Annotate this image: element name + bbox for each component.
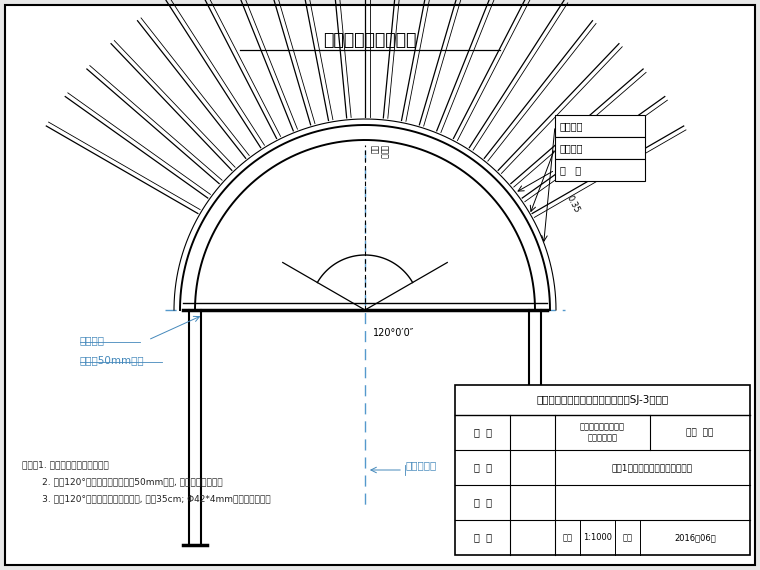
- Text: 批  准: 批 准: [473, 532, 492, 543]
- Text: 割直径50mm圆孔: 割直径50mm圆孔: [80, 355, 144, 365]
- Text: 超前支护: 超前支护: [80, 335, 105, 345]
- Text: 120°0′0″: 120°0′0″: [373, 328, 414, 338]
- FancyBboxPatch shape: [5, 5, 755, 565]
- Text: 3. 拱部120°范围内设置超前小导管, 间距35cm; Φ42*4mm热轧无缝钢管。: 3. 拱部120°范围内设置超前小导管, 间距35cm; Φ42*4mm热轧无缝…: [22, 494, 271, 503]
- Text: 说明：1. 本图标注尺寸均已米计。: 说明：1. 本图标注尺寸均已米计。: [22, 460, 109, 469]
- Text: 审  核: 审 核: [473, 498, 492, 507]
- Bar: [555, 137, 645, 159]
- Text: 文新1号隧道支洞超前支护设计图: 文新1号隧道支洞超前支护设计图: [612, 463, 693, 472]
- Text: 绘  图: 绘 图: [473, 462, 492, 473]
- Text: 0.35: 0.35: [565, 194, 581, 214]
- Text: 王溪至临沧高速公路
进场道路工程: 王溪至临沧高速公路 进场道路工程: [580, 423, 625, 442]
- Text: 施工  部分: 施工 部分: [686, 428, 714, 437]
- Text: 支洞超前支护设计图: 支洞超前支护设计图: [323, 31, 416, 49]
- Bar: [455, 385, 750, 555]
- Text: 1:1000: 1:1000: [583, 533, 612, 542]
- Text: 钢架中心线: 钢架中心线: [405, 460, 436, 470]
- Text: 钢   架: 钢 架: [560, 165, 581, 175]
- Bar: [555, 159, 645, 181]
- Text: 2016年06月: 2016年06月: [674, 533, 716, 542]
- Text: 钢架中
心线: 钢架中 心线: [369, 145, 388, 159]
- Text: 中国铁建中铁十八局集团玉临高速SJ-3项目部: 中国铁建中铁十八局集团玉临高速SJ-3项目部: [537, 395, 669, 405]
- Text: 喷混凝土: 喷混凝土: [560, 143, 584, 153]
- Text: 比例: 比例: [562, 533, 572, 542]
- Text: 2. 拱部120°范围内工字钢割直径50mm圆孔, 便于钢花管穿入。: 2. 拱部120°范围内工字钢割直径50mm圆孔, 便于钢花管穿入。: [22, 477, 223, 486]
- Text: 超前支护: 超前支护: [560, 121, 584, 131]
- Bar: [555, 115, 645, 137]
- Text: 日期: 日期: [622, 533, 632, 542]
- Text: 测  量: 测 量: [473, 428, 492, 438]
